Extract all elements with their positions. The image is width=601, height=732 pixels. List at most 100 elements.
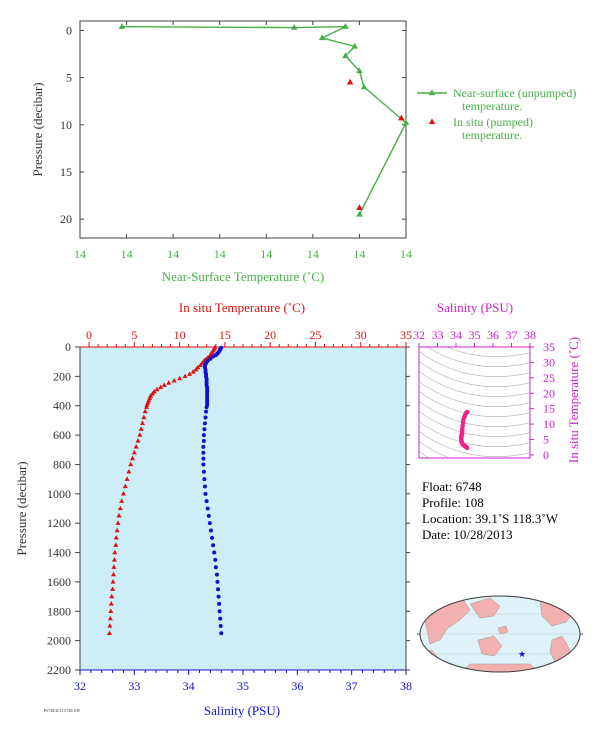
ts-salinity-tick-label: 36: [487, 328, 499, 342]
salinity-point: [201, 462, 206, 467]
ts-salinity-tick-label: 35: [469, 328, 481, 342]
pressure-tick-label: 400: [53, 399, 71, 413]
density-contour-line: [419, 391, 530, 418]
temperature-point: [154, 386, 160, 392]
in-situ-temperature-point: [356, 204, 363, 210]
near-surface-temperature-point: [342, 52, 349, 59]
temperature-axis-label: In situ Temperature (˚C): [179, 300, 305, 315]
salinity-point: [216, 587, 221, 592]
ts-salinity-tick-label: 38: [524, 328, 536, 342]
ts-temperature-tick-label: 15: [543, 402, 555, 416]
near-surface-temperature-point: [118, 23, 126, 29]
salinity-point: [205, 506, 210, 511]
density-contour-line: [419, 351, 530, 378]
temperature-tick-label: 5: [131, 328, 137, 342]
temperature-point: [144, 404, 150, 409]
map-landmass: [477, 635, 503, 657]
near-surface-temperature-point: [342, 23, 349, 29]
profile-number: Profile: 108: [422, 495, 484, 510]
salinity-point: [202, 427, 207, 432]
top-x-tick-label: 14: [307, 247, 319, 261]
pressure-tick-label: 1400: [47, 546, 71, 560]
salinity-tick-label: 33: [128, 679, 140, 693]
top-y-tick-label: 15: [60, 165, 72, 179]
legend-marker-near-surface: [428, 89, 436, 96]
temperature-point: [141, 414, 147, 420]
temperature-point: [111, 557, 117, 562]
pressure-tick-label: 0: [65, 340, 71, 354]
map-landmass: [497, 625, 509, 635]
footer-code: P6748/2013 6748/108: [44, 708, 80, 713]
ts-temperature-tick-label: 20: [543, 386, 555, 400]
density-contour-line: [419, 411, 530, 438]
salinity-point: [202, 484, 207, 489]
temperature-point: [110, 586, 116, 591]
temperature-point: [117, 505, 123, 511]
top-x-tick-label: 14: [400, 247, 412, 261]
legend-label-in-situ-line1: In situ (pumped): [453, 115, 533, 129]
temperature-point: [133, 444, 139, 449]
temperature-point: [137, 432, 143, 437]
near-surface-temperature-point: [318, 34, 326, 41]
temperature-point: [182, 373, 188, 379]
density-contour-line: [446, 347, 530, 358]
temperature-point: [142, 408, 148, 414]
pressure-tick-label: 800: [53, 457, 71, 471]
temperature-point: [128, 461, 134, 467]
salinity-point: [201, 433, 206, 438]
temperature-point: [193, 366, 199, 372]
ts-salinity-tick-label: 32: [413, 328, 425, 342]
salinity-point: [218, 623, 223, 628]
salinity-point: [216, 594, 221, 599]
near-surface-temperature-point: [290, 24, 298, 30]
salinity-point: [207, 521, 212, 526]
temperature-point: [120, 491, 126, 496]
top-y-tick-label: 0: [66, 23, 72, 37]
temperature-point: [114, 527, 120, 533]
temperature-point: [108, 608, 114, 613]
temperature-point: [113, 535, 119, 540]
salinity-point: [202, 421, 207, 426]
temperature-tick-label: 35: [400, 328, 412, 342]
temperature-tick-label: 15: [219, 328, 231, 342]
temperature-tick-label: 30: [355, 328, 367, 342]
pressure-tick-label: 2200: [47, 663, 71, 677]
temperature-point: [108, 601, 114, 606]
salinity-point: [203, 491, 208, 496]
salinity-point: [201, 469, 206, 474]
map-landmass: [469, 597, 501, 619]
top-x-tick-label: 14: [260, 247, 272, 261]
near-surface-temperature-point: [402, 119, 410, 126]
pressure-tick-label: 600: [53, 428, 71, 442]
temperature-point: [166, 380, 172, 385]
temperature-salinity-profile-plot: 0 5 10 15 20 25 30 35 In situ Temperature (˚C) 32…: [14, 300, 412, 718]
salinity-point: [215, 579, 220, 584]
density-contour-line: [419, 361, 530, 388]
salinity-point: [204, 409, 209, 414]
float-location-marker: ★: [518, 649, 526, 659]
top-x-tick-label: 14: [121, 247, 133, 261]
temperature-point: [158, 384, 164, 390]
salinity-point: [219, 631, 224, 636]
salinity-point: [218, 616, 223, 621]
top-x-axis-label: Near-Surface Temperature (˚C): [162, 269, 324, 284]
salinity-point: [211, 543, 216, 548]
salinity-point: [213, 557, 218, 562]
location-text: Location: 39.1˚S 118.3˚W: [422, 511, 558, 526]
pressure-tick-label: 1600: [47, 575, 71, 589]
ts-temperature-tick-label: 0: [543, 448, 549, 462]
legend-label-near-surface-line2: temperature.: [462, 99, 522, 113]
pressure-tick-label: 200: [53, 369, 71, 383]
salinity-point: [212, 550, 217, 555]
pressure-axis-label: Pressure (decibar): [14, 461, 29, 555]
map-land: [420, 597, 580, 672]
top-x-tick-label: 14: [353, 247, 365, 261]
temperature-point: [110, 579, 116, 584]
pressure-tick-label: 1800: [47, 604, 71, 618]
near-surface-temperature-line: [121, 25, 407, 215]
density-contour-line: [419, 431, 530, 458]
temperature-point: [113, 542, 119, 547]
top-x-tick-label: 14: [167, 247, 179, 261]
temperature-point: [124, 476, 130, 481]
legend-label-near-surface-line1: Near-surface (unpumped): [453, 86, 576, 100]
